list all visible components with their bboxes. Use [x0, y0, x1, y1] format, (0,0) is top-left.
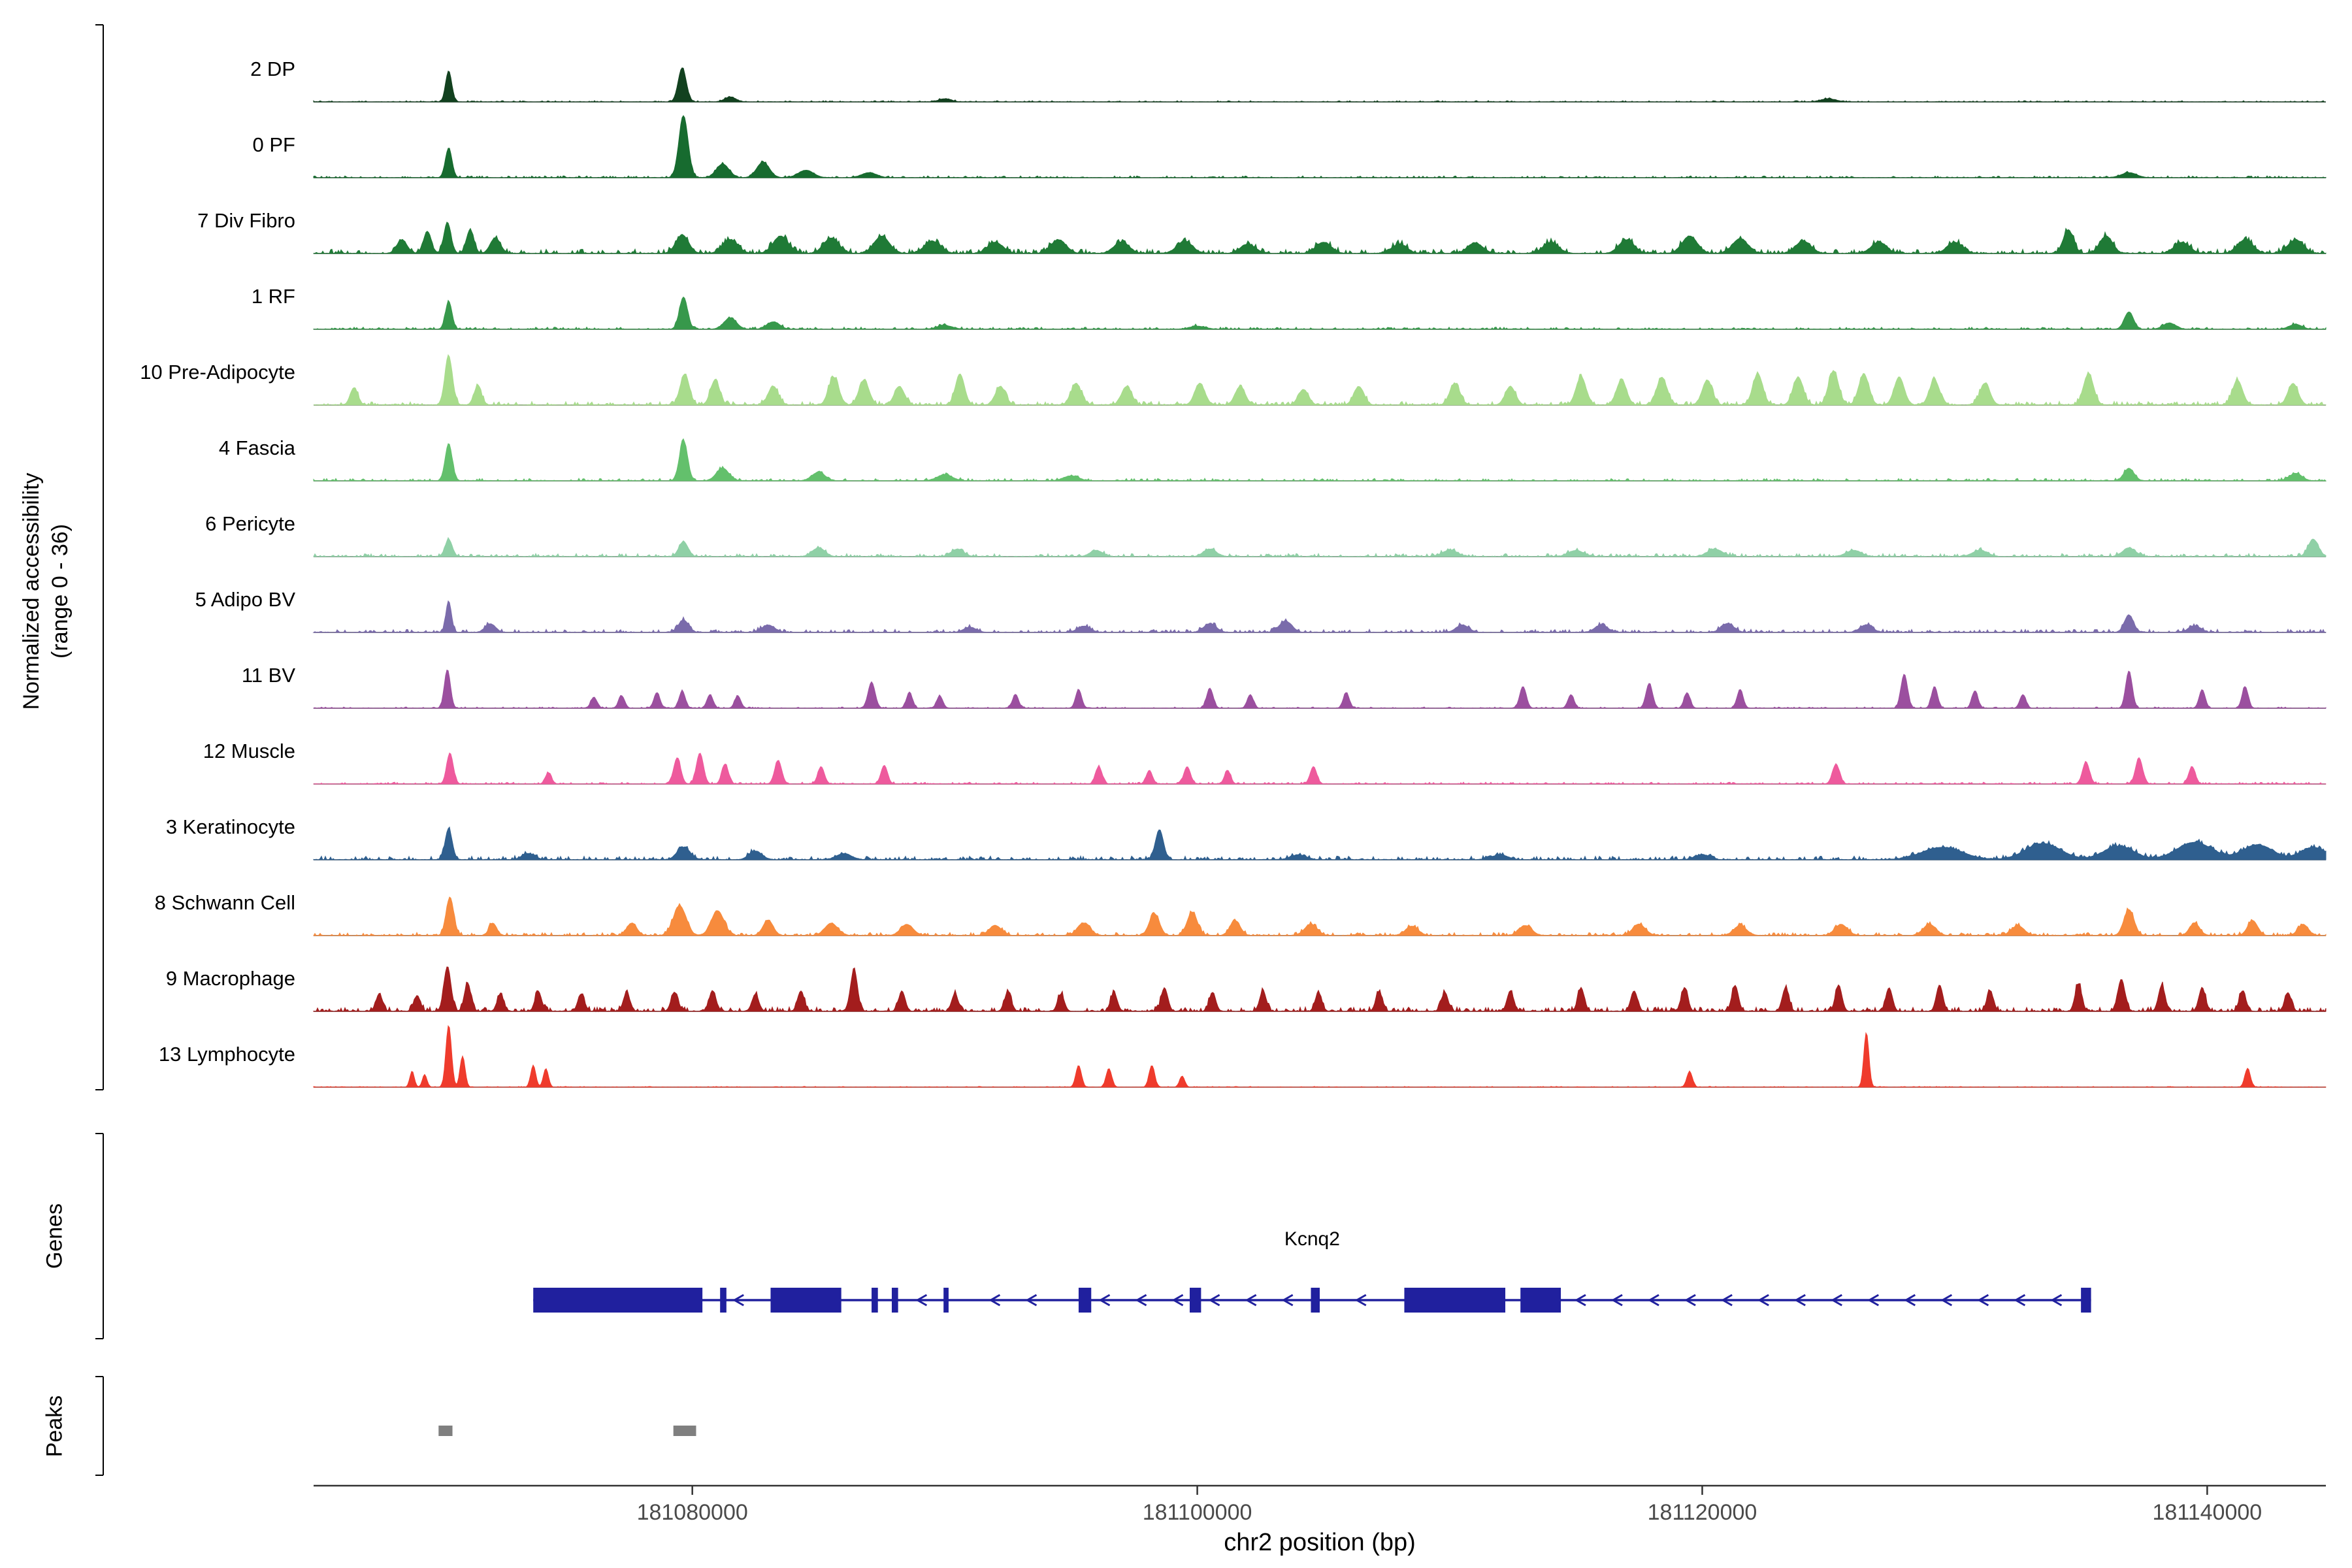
- strand-arrow-left: [1281, 1294, 1294, 1307]
- track-signal: [313, 896, 2327, 937]
- strand-arrow-left: [1648, 1294, 1659, 1307]
- track-label: 3 Keratinocyte: [165, 815, 295, 838]
- track-label: 2 DP: [250, 57, 295, 80]
- strand-arrow-left: [1574, 1294, 1586, 1307]
- track-label: 10 Pre-Adipocyte: [140, 361, 295, 384]
- x-tick-label: 181120000: [1647, 1500, 1757, 1525]
- gene-exon: [943, 1288, 949, 1313]
- gene-exon: [720, 1288, 727, 1313]
- strand-arrow-left: [2050, 1294, 2063, 1307]
- strand-arrow-left: [1135, 1294, 1147, 1307]
- strand-arrow-left: [915, 1294, 928, 1307]
- strand-arrow-left: [988, 1294, 1001, 1307]
- peak-region: [438, 1426, 453, 1436]
- x-tick-label: 181080000: [636, 1500, 748, 1525]
- strand-arrow-left: [1025, 1294, 1037, 1307]
- track-signal: [313, 826, 2327, 861]
- strand-arrow-left: [1757, 1294, 1769, 1307]
- track-label: 11 BV: [241, 664, 295, 687]
- y-axis-title-line2: (range 0 - 36): [48, 524, 73, 659]
- track-signal: [313, 536, 2327, 558]
- x-tick-label: 181100000: [1142, 1500, 1252, 1525]
- gene-exon: [533, 1288, 703, 1313]
- track-label: 4 Fascia: [218, 436, 295, 459]
- strand-arrow-left: [1721, 1294, 1733, 1307]
- strand-arrow-left: [1977, 1294, 1989, 1307]
- strand-arrow-left: [1940, 1294, 1953, 1307]
- track-signal: [312, 600, 2327, 634]
- strand-arrow-left: [1171, 1294, 1184, 1307]
- strand-arrow-left: [1831, 1294, 1842, 1307]
- strand-arrow-left: [1354, 1294, 1367, 1307]
- track-label: 1 RF: [251, 285, 295, 308]
- x-axis-title: chr2 position (bp): [1224, 1529, 1416, 1556]
- track-signal: [313, 752, 2327, 785]
- track-label: 5 Adipo BV: [195, 588, 295, 611]
- gene-name-label: Kcnq2: [1284, 1228, 1340, 1250]
- track-label: 6 Pericyte: [205, 512, 295, 535]
- track-signal: [313, 438, 2327, 482]
- y-axis-title-line1: Normalized accessibility: [18, 472, 44, 710]
- strand-arrow-left: [1684, 1294, 1696, 1307]
- y-axis-title: Normalized accessibility (range 0 - 36): [17, 473, 74, 710]
- strand-arrow-left: [1794, 1294, 1806, 1307]
- gene-exon: [1078, 1288, 1092, 1313]
- track-signal: [313, 221, 2327, 255]
- track-label: 8 Schwann Cell: [154, 891, 295, 914]
- track-label: 7 Div Fibro: [197, 209, 295, 232]
- track-signal: [313, 67, 2326, 103]
- track-signal: [313, 296, 2327, 330]
- genes-panel-label: Genes: [42, 1203, 67, 1269]
- strand-arrow-left: [1610, 1294, 1623, 1307]
- gene-exon: [891, 1288, 898, 1313]
- strand-arrow-left: [1098, 1294, 1111, 1307]
- peaks-panel-label: Peaks: [42, 1395, 67, 1458]
- track-label: 0 PF: [252, 133, 295, 156]
- gene-exon: [770, 1288, 841, 1313]
- strand-arrow-left: [1867, 1294, 1880, 1307]
- track-signal: [313, 115, 2327, 178]
- strand-arrow-left: [1904, 1294, 1916, 1307]
- gene-exon: [1404, 1288, 1506, 1313]
- strand-arrow-left: [732, 1294, 744, 1307]
- track-signal: [313, 354, 2327, 406]
- track-label: 12 Muscle: [203, 740, 295, 762]
- track-signal: [313, 966, 2327, 1013]
- gene-exon: [2081, 1288, 2091, 1313]
- track-signal: [313, 669, 2327, 709]
- gene-exon: [1311, 1288, 1320, 1313]
- gene-exon: [1189, 1288, 1201, 1313]
- strand-arrow-left: [1208, 1294, 1220, 1307]
- strand-arrow-left: [2014, 1294, 2026, 1307]
- track-label: 9 Macrophage: [165, 967, 295, 990]
- track-label: 13 Lymphocyte: [158, 1043, 295, 1066]
- gene-exon: [1520, 1288, 1561, 1313]
- gene-exon: [872, 1288, 878, 1313]
- track-signal: [313, 1025, 2327, 1088]
- strand-arrow-left: [1245, 1294, 1257, 1307]
- peak-region: [673, 1426, 696, 1436]
- x-tick-label: 181140000: [2152, 1500, 2262, 1525]
